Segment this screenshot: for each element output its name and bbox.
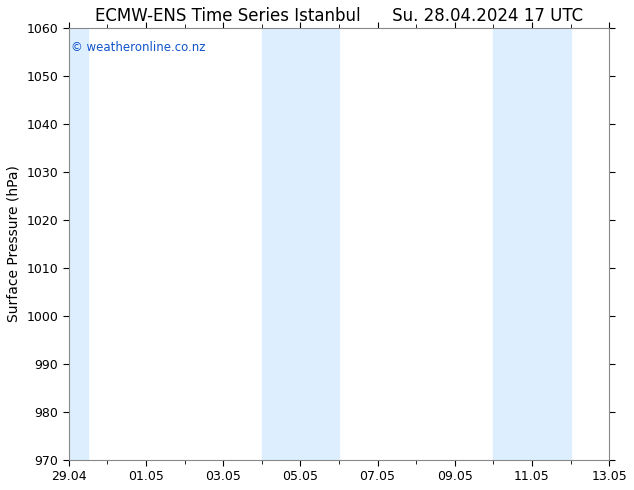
Title: ECMW-ENS Time Series Istanbul      Su. 28.04.2024 17 UTC: ECMW-ENS Time Series Istanbul Su. 28.04.… (95, 7, 583, 25)
Text: © weatheronline.co.nz: © weatheronline.co.nz (72, 41, 206, 54)
Bar (262, 28, 339, 460)
Bar (493, 28, 571, 460)
Bar (69, 28, 88, 460)
Y-axis label: Surface Pressure (hPa): Surface Pressure (hPa) (7, 165, 21, 322)
